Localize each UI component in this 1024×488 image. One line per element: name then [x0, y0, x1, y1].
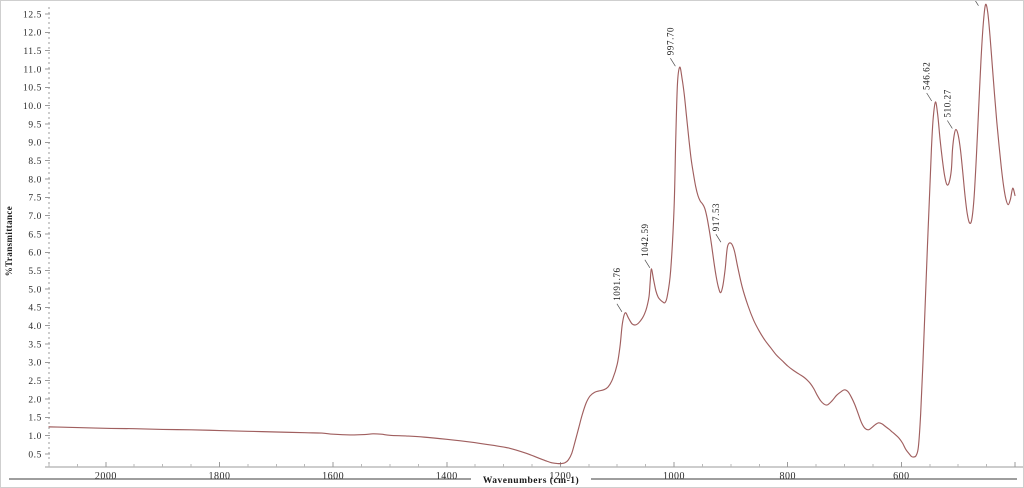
peak-leader-line [616, 303, 623, 313]
x-tick-label: 2000 [95, 471, 117, 482]
y-tick-label: 3.0 [28, 359, 42, 369]
spectrum-trace [48, 3, 1016, 465]
y-tick-label: 6.5 [28, 230, 42, 240]
y-tick-label: 2.5 [28, 377, 42, 387]
peak-label: 917.53 [711, 203, 721, 231]
peak-leader-line [715, 233, 722, 243]
y-tick-label: 6.0 [28, 249, 42, 259]
peak-label: 510.27 [942, 89, 952, 117]
y-tick-label: 8.5 [28, 157, 42, 167]
y-tick-label: 7.5 [28, 194, 42, 204]
y-tick-label: 7.0 [28, 212, 42, 222]
y-axis-title: %Transmittance [4, 206, 14, 276]
y-tick-label: 12.5 [23, 10, 42, 20]
y-axis: 0.5 1.0 1.5 2.0 2.5 3.0 3.5 4.0 4.5 5.0 5.5 6.0 6.5 7… [23, 7, 50, 467]
peak-leader-line [947, 120, 953, 129]
peak-label: 997.70 [665, 27, 675, 55]
y-tick-label: 1.5 [28, 414, 42, 424]
y-tick-label: 11.5 [23, 47, 42, 57]
peak-leader-line [670, 57, 676, 67]
x-tick-label: 1800 [208, 471, 230, 482]
y-tick-label: 2.0 [28, 395, 42, 405]
x-tick-label: 800 [779, 471, 796, 482]
y-tick-label: 12.0 [23, 29, 42, 39]
x-tick-label: 1200 [549, 471, 571, 482]
y-tick-label: 4.0 [28, 322, 42, 332]
y-tick-label: 4.5 [28, 304, 42, 314]
y-tick-label: 9.0 [28, 139, 42, 149]
y-tick-label: 3.5 [28, 340, 42, 350]
y-tick-label: 0.5 [28, 450, 42, 460]
spectrum-curve [48, 3, 1016, 465]
x-tick-label: 600 [893, 471, 910, 482]
y-tick-label: 9.5 [28, 120, 42, 130]
y-tick-label: 5.0 [28, 285, 42, 295]
peak-leader-line [644, 259, 651, 269]
peak-label: 1091.76 [612, 267, 622, 300]
peak-leader-line [975, 1, 979, 6]
x-axis-title: Wavenumbers (cm-1) [483, 475, 579, 486]
peak-label: 1042.59 [640, 223, 650, 256]
peak-annotations: 1091.761042.59997.70917.53546.62510.2746… [612, 1, 979, 313]
x-axis: 2000 1800 1600 1400 1200 1000 800 600 [45, 462, 1023, 482]
y-tick-label: 8.0 [28, 175, 42, 185]
y-tick-label: 5.5 [28, 267, 42, 277]
x-tick-label: 1000 [663, 471, 685, 482]
peak-label: 546.62 [922, 62, 932, 90]
x-tick-label: 1600 [322, 471, 344, 482]
y-tick-label: 10.5 [23, 84, 42, 94]
y-tick-label: 1.0 [28, 432, 42, 442]
y-tick-label: 10.0 [23, 102, 42, 112]
y-tick-label: 11.0 [23, 65, 42, 75]
x-tick-label: 1400 [436, 471, 458, 482]
peak-leader-line [926, 92, 932, 102]
